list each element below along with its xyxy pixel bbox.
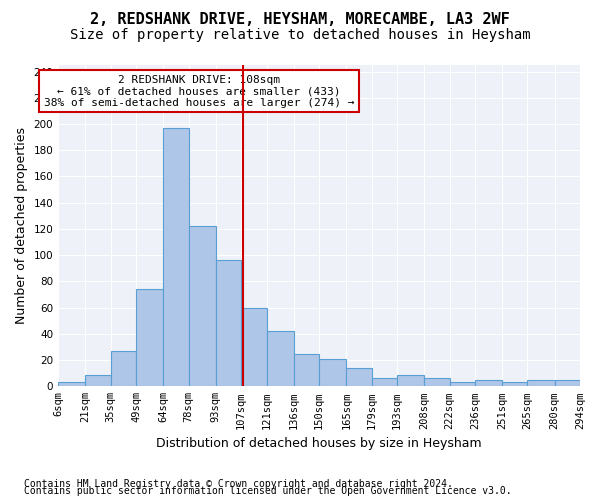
Bar bbox=[475, 380, 502, 386]
Bar bbox=[527, 380, 554, 386]
Bar bbox=[163, 128, 188, 386]
Bar bbox=[319, 359, 346, 386]
Text: Size of property relative to detached houses in Heysham: Size of property relative to detached ho… bbox=[70, 28, 530, 42]
Y-axis label: Number of detached properties: Number of detached properties bbox=[15, 127, 28, 324]
Bar bbox=[111, 351, 136, 386]
Bar bbox=[397, 374, 424, 386]
Text: 2, REDSHANK DRIVE, HEYSHAM, MORECAMBE, LA3 2WF: 2, REDSHANK DRIVE, HEYSHAM, MORECAMBE, L… bbox=[90, 12, 510, 28]
Bar bbox=[85, 374, 111, 386]
Text: Contains public sector information licensed under the Open Government Licence v3: Contains public sector information licen… bbox=[24, 486, 512, 496]
Bar bbox=[346, 368, 371, 386]
Bar bbox=[136, 290, 163, 386]
Bar bbox=[241, 308, 266, 386]
X-axis label: Distribution of detached houses by size in Heysham: Distribution of detached houses by size … bbox=[156, 437, 482, 450]
Bar bbox=[266, 331, 294, 386]
Bar bbox=[554, 380, 580, 386]
Bar bbox=[424, 378, 449, 386]
Text: 2 REDSHANK DRIVE: 108sqm
← 61% of detached houses are smaller (433)
38% of semi-: 2 REDSHANK DRIVE: 108sqm ← 61% of detach… bbox=[44, 74, 355, 108]
Bar bbox=[449, 382, 475, 386]
Bar bbox=[58, 382, 85, 386]
Bar bbox=[188, 226, 216, 386]
Bar bbox=[216, 260, 241, 386]
Text: Contains HM Land Registry data © Crown copyright and database right 2024.: Contains HM Land Registry data © Crown c… bbox=[24, 479, 453, 489]
Bar bbox=[294, 354, 319, 386]
Bar bbox=[502, 382, 527, 386]
Bar bbox=[371, 378, 397, 386]
